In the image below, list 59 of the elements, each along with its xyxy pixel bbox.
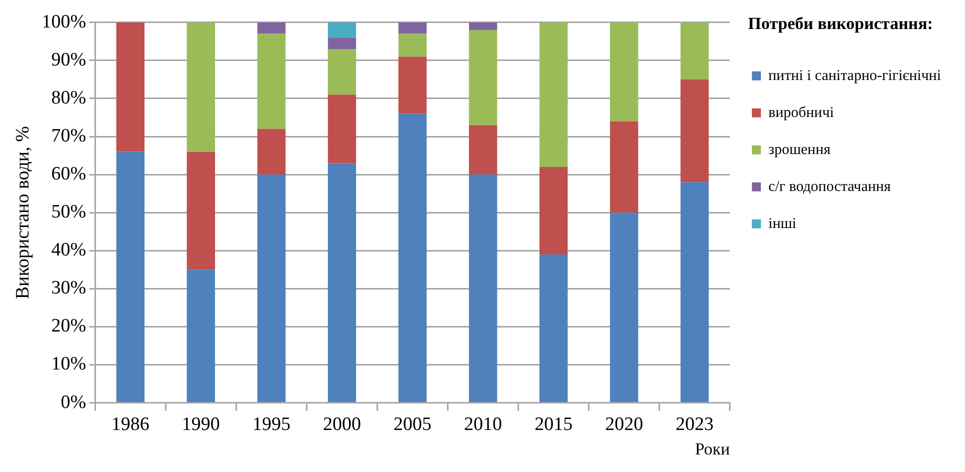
bar [186,270,216,402]
y-tick-label: 30% [51,278,86,299]
y-tick-label: 70% [51,126,86,147]
y-tick-label: 10% [51,354,86,375]
y-tick-label: 0% [60,392,86,413]
bar [610,121,638,213]
bar [328,22,356,38]
bar [468,174,498,402]
y-tick-label: 60% [51,164,86,185]
bar [116,152,144,402]
legend-label: питні і санітарно-гігієнічні [768,68,942,84]
y-tick-label: 90% [51,49,86,70]
y-tick-label: 100% [42,11,86,32]
y-tick-label: 40% [51,240,86,261]
bar [328,49,356,95]
bar [680,79,709,182]
bar [539,22,568,167]
bar [468,22,498,30]
bar [680,182,709,402]
x-axis-title: Роки [695,439,730,458]
x-tick-label: 1990 [182,414,220,436]
bar [257,34,286,129]
x-tick-label: 2000 [322,414,361,436]
bar [116,22,144,152]
bar [539,166,568,254]
bar [257,128,286,175]
legend-label: інші [768,216,796,232]
bar [328,94,356,164]
x-tick-label: 2015 [534,414,573,436]
bar [468,30,498,126]
bar [539,254,568,402]
x-tick-label: 1986 [111,414,150,436]
bar [398,34,427,57]
x-tick-label: 2020 [605,414,644,436]
x-tick-label: 2023 [676,414,714,436]
bar [610,22,638,122]
bar [398,114,427,402]
y-tick-label: 20% [51,316,86,337]
x-tick-label: 2010 [464,414,502,436]
bar [398,22,427,34]
legend-label: с/г водопостачання [768,178,891,195]
bar [398,56,427,114]
bar [328,163,356,402]
bar [257,22,286,34]
bar [680,22,709,80]
y-tick-label: 50% [51,202,86,223]
bar [468,125,498,175]
x-tick-label: 1995 [252,414,290,436]
bar [610,212,638,402]
bar [186,22,216,152]
y-axis-title: Використано води, % [12,126,34,300]
y-tick-label: 80% [51,87,86,108]
bar [257,174,286,402]
legend-label: виробничі [768,104,834,121]
bar [328,38,356,50]
bar [186,152,216,270]
legend-label: зрошення [768,142,831,158]
legend-title: Потреби використання: [748,14,933,33]
x-tick-label: 2005 [394,414,432,436]
